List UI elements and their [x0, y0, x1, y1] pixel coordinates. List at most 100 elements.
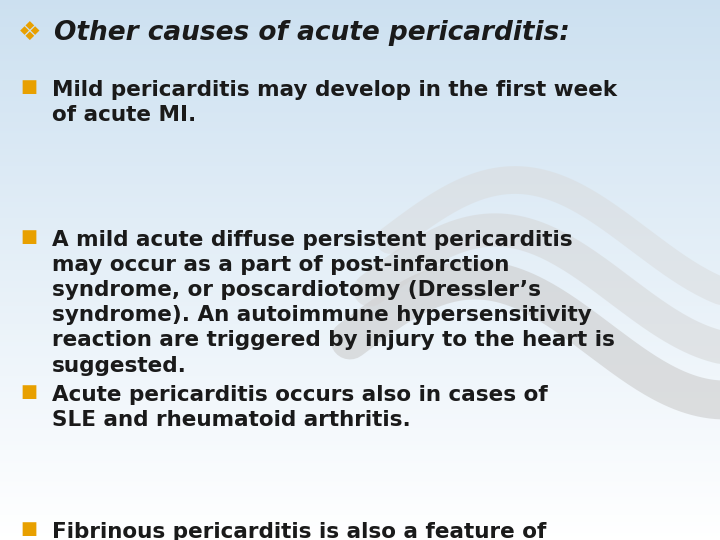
Bar: [0, 178, 720, 180]
Bar: [0, 56, 720, 58]
Bar: [0, 243, 720, 245]
Bar: [0, 189, 720, 191]
Bar: [0, 360, 720, 362]
Bar: [0, 27, 720, 29]
Bar: [0, 441, 720, 443]
Bar: [0, 4, 720, 5]
Bar: [0, 90, 720, 92]
Bar: [0, 142, 720, 144]
Bar: [0, 266, 720, 268]
Bar: [0, 196, 720, 198]
Bar: [0, 417, 720, 420]
Bar: [0, 59, 720, 61]
Bar: [0, 335, 720, 336]
Bar: [0, 247, 720, 248]
Bar: [0, 383, 720, 385]
Bar: [0, 309, 720, 312]
Bar: [0, 144, 720, 146]
Bar: [0, 42, 720, 43]
Bar: [0, 54, 720, 56]
Bar: [0, 290, 720, 292]
Bar: [0, 293, 720, 295]
Bar: [0, 457, 720, 459]
Bar: [0, 218, 720, 220]
Bar: [0, 225, 720, 227]
Bar: [0, 324, 720, 326]
Bar: [0, 475, 720, 477]
Bar: [0, 77, 720, 79]
Bar: [0, 488, 720, 490]
Bar: [0, 313, 720, 315]
Bar: [0, 320, 720, 322]
Bar: [0, 436, 720, 437]
Bar: [0, 115, 720, 117]
Bar: [0, 120, 720, 123]
Bar: [0, 201, 720, 204]
Bar: [0, 133, 720, 135]
Bar: [0, 194, 720, 196]
Bar: [0, 238, 720, 239]
Bar: [0, 430, 720, 432]
Bar: [0, 414, 720, 416]
Bar: [0, 403, 720, 405]
Bar: [0, 204, 720, 205]
Bar: [0, 393, 720, 394]
Bar: [0, 533, 720, 535]
Bar: [0, 356, 720, 358]
Bar: [0, 439, 720, 441]
Bar: [0, 274, 720, 275]
Bar: [0, 371, 720, 373]
Bar: [0, 497, 720, 498]
Bar: [0, 171, 720, 173]
Bar: [0, 270, 720, 272]
Bar: [0, 180, 720, 182]
Bar: [0, 513, 720, 515]
Bar: [0, 302, 720, 304]
Bar: [0, 83, 720, 85]
Bar: [0, 252, 720, 254]
Bar: [0, 25, 720, 27]
Bar: [0, 135, 720, 137]
Bar: [0, 119, 720, 120]
Bar: [0, 394, 720, 396]
Bar: [0, 501, 720, 502]
Bar: [0, 74, 720, 76]
Bar: [0, 363, 720, 366]
Bar: [0, 146, 720, 147]
Bar: [0, 443, 720, 444]
Bar: [0, 97, 720, 99]
Bar: [0, 506, 720, 508]
Bar: [0, 389, 720, 390]
Bar: [0, 434, 720, 436]
Bar: [0, 131, 720, 133]
Bar: [0, 239, 720, 241]
Bar: [0, 12, 720, 15]
Bar: [0, 437, 720, 439]
Bar: [0, 376, 720, 378]
Bar: [0, 61, 720, 63]
Bar: [0, 45, 720, 47]
Bar: [0, 228, 720, 231]
Bar: [0, 286, 720, 288]
Bar: [0, 444, 720, 447]
Bar: [0, 319, 720, 320]
Bar: [0, 9, 720, 11]
Bar: [0, 448, 720, 450]
Bar: [0, 263, 720, 265]
Bar: [0, 150, 720, 151]
Bar: [0, 347, 720, 349]
Bar: [0, 110, 720, 112]
Bar: [0, 390, 720, 393]
Text: Fibrinous pericarditis is also a feature of
uremia, and is related to the level : Fibrinous pericarditis is also a feature…: [52, 522, 593, 540]
Text: Acute pericarditis occurs also in cases of
SLE and rheumatoid arthritis.: Acute pericarditis occurs also in cases …: [52, 385, 548, 430]
Bar: [0, 463, 720, 464]
Bar: [0, 47, 720, 49]
Bar: [0, 99, 720, 101]
Text: Mild pericarditis may develop in the first week
of acute MI.: Mild pericarditis may develop in the fir…: [52, 80, 617, 125]
Bar: [0, 387, 720, 389]
Bar: [0, 232, 720, 234]
Bar: [0, 400, 720, 401]
Bar: [0, 524, 720, 525]
Bar: [0, 272, 720, 274]
Bar: [0, 301, 720, 302]
